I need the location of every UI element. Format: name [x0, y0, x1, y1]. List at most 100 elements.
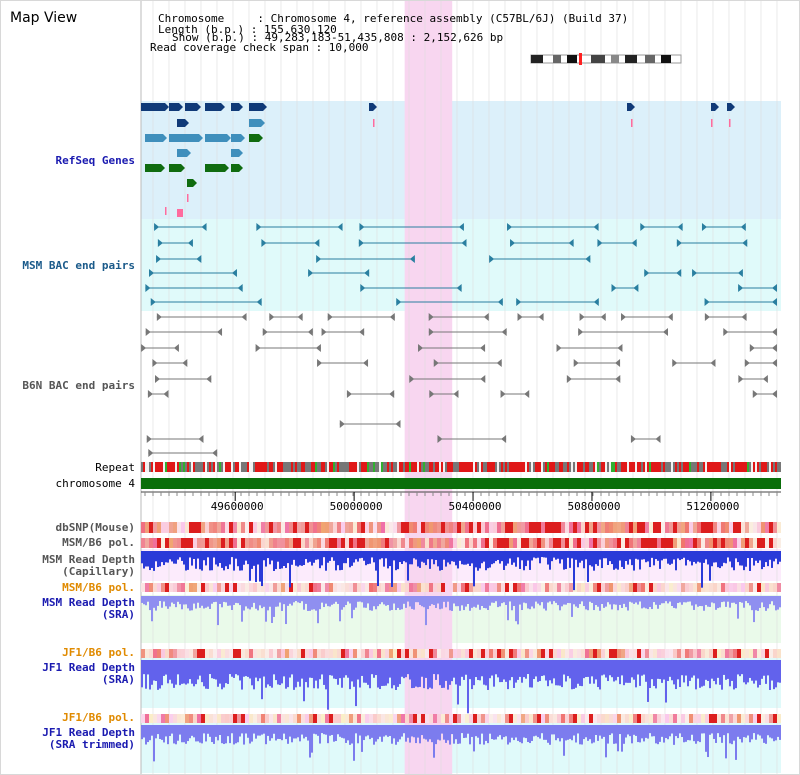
- jf1-b6-pol-1-cell: [493, 649, 497, 658]
- capillary-depth-bar: [505, 551, 507, 566]
- msm-sra-depth-bar: [151, 596, 153, 622]
- jf1-b6-pol-1-cell: [593, 649, 597, 658]
- jf1-sra-depth-bar: [739, 660, 741, 677]
- gene-feature: [369, 103, 377, 111]
- jf1-sra-depth-bar: [751, 660, 753, 681]
- jf1-trim-depth-bar: [161, 725, 163, 740]
- msm-b6-pol-cell: [181, 538, 185, 548]
- capillary-depth-bar: [743, 551, 745, 571]
- jf1-b6-pol-2-cell: [185, 714, 189, 723]
- repeat-segment: [283, 462, 285, 472]
- repeat-segment: [643, 462, 645, 472]
- msm-sra-depth-bar: [235, 596, 237, 603]
- capillary-depth-bar: [331, 551, 333, 558]
- jf1-trim-depth-bar: [359, 725, 361, 736]
- repeat-segment: [623, 462, 625, 472]
- repeat-segment: [427, 462, 429, 472]
- dbsnp-cell: [285, 522, 289, 533]
- capillary-depth-bar: [211, 551, 213, 571]
- length-info: Length (b.p.) : 155,630,120: [158, 23, 337, 36]
- repeat-segment: [253, 462, 255, 472]
- repeat-segment: [333, 462, 335, 472]
- jf1-sra-depth-bar: [511, 660, 513, 678]
- msm-sra-depth-bar: [439, 596, 441, 610]
- dbsnp-cell: [549, 522, 553, 533]
- jf1-trim-depth-bar: [675, 725, 677, 737]
- repeat-segment: [397, 462, 399, 472]
- msm-sra-depth-bar: [557, 596, 559, 606]
- repeat-segment: [425, 462, 427, 472]
- jf1-trim-depth-bar: [223, 725, 225, 745]
- jf1-sra-depth-bar: [697, 660, 699, 679]
- capillary-depth-bar: [759, 551, 761, 561]
- jf1-trim-depth-bar: [681, 725, 683, 737]
- jf1-sra-depth-bar: [245, 660, 247, 677]
- capillary-depth-bar: [209, 551, 211, 571]
- msm-b6-pol-cell: [773, 538, 777, 548]
- capillary-depth-bar: [687, 551, 689, 560]
- jf1-b6-pol-1-cell: [765, 649, 769, 658]
- repeat-segment: [551, 462, 553, 472]
- msm-b6-pol-cell: [489, 538, 493, 548]
- msm-sra-depth-bar: [733, 596, 735, 603]
- dbsnp-cell: [157, 522, 161, 533]
- jf1-sra-depth-bar: [161, 660, 163, 686]
- track-label-msm-bac[interactable]: MSM BAC end pairs: [22, 259, 135, 272]
- msm-b6-pol-cell: [161, 538, 165, 548]
- repeat-segment: [753, 462, 755, 472]
- jf1-sra-depth-bar: [723, 660, 725, 675]
- repeat-segment: [549, 462, 551, 472]
- msm-sra-depth-bar: [149, 596, 151, 611]
- repeat-segment: [449, 462, 451, 472]
- jf1-sra-depth-bar: [361, 660, 363, 676]
- jf1-b6-pol-1-cell: [153, 649, 157, 658]
- jf1-b6-pol-2-cell: [161, 714, 165, 723]
- repeat-segment: [161, 462, 163, 472]
- repeat-segment: [179, 462, 181, 472]
- jf1-b6-pol-2-cell: [345, 714, 349, 723]
- dbsnp-cell: [493, 522, 497, 533]
- track-label-b6n-bac[interactable]: B6N BAC end pairs: [22, 379, 135, 392]
- repeat-segment: [143, 462, 145, 472]
- jf1-trim-depth-bar: [425, 725, 427, 740]
- track-label-refseq[interactable]: RefSeq Genes: [55, 154, 135, 167]
- jf1-sra-depth-bar: [243, 660, 245, 677]
- bac-end-pair: [360, 284, 462, 292]
- bac-end-pair: [644, 269, 682, 277]
- jf1-b6-pol-1-cell: [221, 649, 225, 658]
- jf1-trim-depth-bar: [405, 725, 407, 742]
- jf1-sra-depth-bar: [761, 660, 763, 679]
- repeat-segment: [521, 462, 523, 472]
- jf1-b6-pol-1-cell: [341, 649, 345, 658]
- jf1-trim-depth-bar: [237, 725, 239, 743]
- msm-sra-depth-bar: [767, 596, 769, 609]
- msm-b6-pol-2-cell: [177, 583, 181, 592]
- jf1-trim-depth-bar: [283, 725, 285, 734]
- capillary-depth-bar: [321, 551, 323, 566]
- gene-feature: [249, 134, 263, 142]
- jf1-trim-depth-bar: [169, 725, 171, 737]
- jf1-sra-depth-bar: [565, 660, 567, 682]
- dbsnp-cell: [229, 522, 233, 533]
- capillary-depth-bar: [365, 551, 367, 566]
- repeat-segment: [715, 462, 717, 472]
- jf1-b6-pol-1-cell: [645, 649, 649, 658]
- msm-b6-pol-cell: [177, 538, 181, 548]
- capillary-depth-bar: [549, 551, 551, 570]
- jf1-sra-depth-bar: [589, 660, 591, 684]
- jf1-sra-depth-bar: [155, 660, 157, 681]
- dbsnp-cell: [653, 522, 657, 533]
- repeat-segment: [763, 462, 765, 472]
- bac-end-pair: [640, 223, 683, 231]
- msm-b6-pol-2-cell: [485, 583, 489, 592]
- jf1-b6-pol-2-cell: [521, 714, 525, 723]
- msm-b6-pol-2-cell: [217, 583, 221, 592]
- dbsnp-cell: [677, 522, 681, 533]
- repeat-segment: [759, 462, 761, 472]
- msm-sra-depth-bar: [333, 596, 335, 604]
- jf1-sra-depth-bar: [717, 660, 719, 678]
- jf1-b6-pol-1-cell: [265, 649, 269, 658]
- jf1-sra-depth-bar: [175, 660, 177, 685]
- jf1-b6-pol-2-cell: [429, 714, 433, 723]
